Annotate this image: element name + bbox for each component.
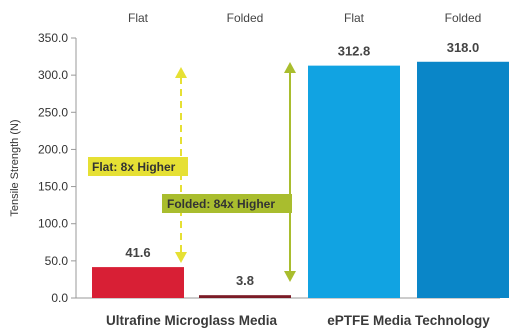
flat-comparison-arrow-head-up	[175, 67, 187, 78]
y-tick-label: 350.0	[38, 31, 68, 45]
y-tick-label: 250.0	[38, 105, 68, 119]
folded-callout-text: Folded: 84x Higher	[167, 197, 275, 211]
bar	[308, 65, 400, 299]
folded-callout-box	[162, 194, 292, 213]
y-tick-label: 200.0	[38, 142, 68, 156]
group-label: Ultrafine Microglass Media	[106, 313, 278, 328]
bar-value-label: 318.0	[447, 40, 480, 55]
y-tick-label: 50.0	[45, 254, 69, 268]
bar	[199, 295, 291, 298]
flat-callout-box	[88, 157, 188, 176]
bar	[417, 61, 509, 299]
y-tick-label: 150.0	[38, 180, 68, 194]
condition-label: Folded	[445, 11, 482, 25]
folded-comparison-arrow-head-up	[284, 62, 296, 73]
bar	[92, 267, 184, 298]
bar-value-label: 312.8	[338, 44, 371, 59]
y-tick-label: 100.0	[38, 217, 68, 231]
flat-comparison-arrow-head-down	[175, 252, 187, 263]
condition-label: Folded	[227, 11, 264, 25]
condition-label: Flat	[344, 11, 365, 25]
flat-callout-text: Flat: 8x Higher	[92, 160, 176, 174]
group-label: ePTFE Media Technology	[327, 313, 490, 328]
folded-comparison-arrow-head-down	[284, 271, 296, 282]
condition-label: Flat	[128, 11, 149, 25]
y-tick-label: 300.0	[38, 68, 68, 82]
y-axis-title: Tensile Strength (N)	[9, 119, 21, 216]
bar-value-label: 41.6	[125, 245, 150, 260]
y-tick-label: 0.0	[51, 291, 68, 305]
bar-value-label: 3.8	[236, 273, 254, 288]
